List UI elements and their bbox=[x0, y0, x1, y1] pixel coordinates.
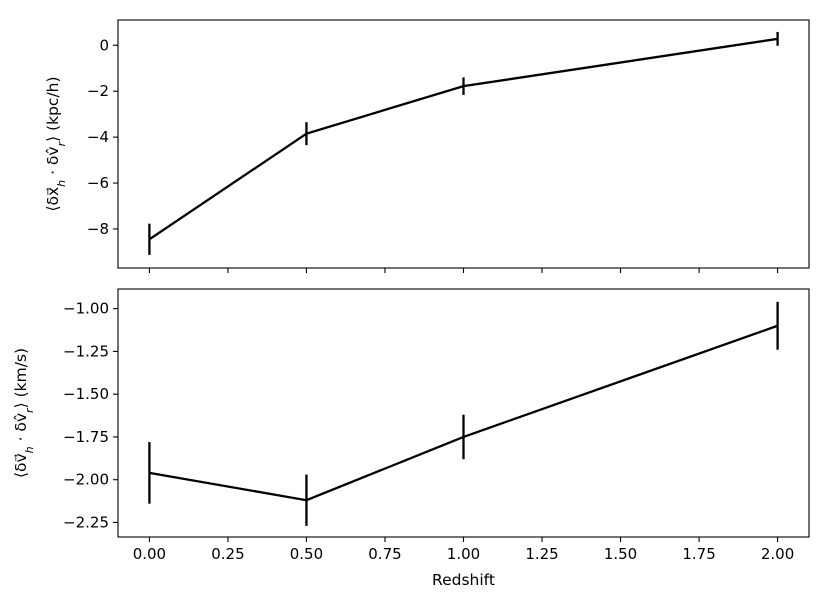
y-tick-label: −6 bbox=[87, 174, 109, 192]
series-line bbox=[148, 37, 778, 241]
y-tick-label: −1.25 bbox=[63, 342, 109, 360]
y-tick-label: −2 bbox=[87, 82, 109, 100]
panel-bottom: −1.00 −1.25 −1.50 −1.75 −2.00 −2.25 0.00 0.25 0.… bbox=[12, 288, 810, 589]
axes-frame bbox=[117, 19, 810, 269]
y-axis-label-part: ⟩ (km/s) bbox=[12, 348, 30, 408]
axes-frame bbox=[117, 288, 810, 538]
y-axis-label-part: h bbox=[55, 180, 68, 187]
x-tick-label: 0.75 bbox=[368, 545, 401, 563]
y-tick-label: 0 bbox=[99, 36, 109, 54]
y-axis-label-part: · δv̂ bbox=[12, 413, 30, 446]
y-tick-label: −1.50 bbox=[63, 385, 109, 403]
y-axis-label-part: ⟨δx⃗ bbox=[44, 187, 62, 212]
y-axis-label-part: r bbox=[55, 140, 68, 146]
y-axis-label-part: ⟩ (kpc/h) bbox=[44, 76, 62, 141]
y-tick-label: −1.75 bbox=[63, 428, 109, 446]
y-tick-label: −2.00 bbox=[63, 471, 109, 489]
x-tick-label: 0.25 bbox=[211, 545, 244, 563]
x-tick-label: 1.50 bbox=[604, 545, 637, 563]
y-axis-label-part: h bbox=[23, 446, 36, 453]
y-tick-label: −4 bbox=[87, 128, 109, 146]
y-axis-label: ⟨δv⃗h · δv̂r⟩ (km/s) bbox=[12, 348, 36, 478]
x-tick-label: 1.00 bbox=[447, 545, 480, 563]
y-axis-label-part: · δv̂ bbox=[44, 146, 62, 179]
y-tick-label: −1.00 bbox=[63, 300, 109, 318]
panel-top: 0 −2 −4 −6 −8 ⟨δx⃗h · δv̂r⟩ (kpc/h) bbox=[44, 19, 810, 273]
x-tick-label: 0.50 bbox=[290, 545, 323, 563]
series-line bbox=[149, 324, 778, 502]
x-tick-label: 1.75 bbox=[682, 545, 715, 563]
x-tick-label: 1.25 bbox=[525, 545, 558, 563]
x-tick-label: 0.00 bbox=[133, 545, 166, 563]
y-tick-label: −2.25 bbox=[63, 513, 109, 531]
x-tick-label: 2.00 bbox=[761, 545, 794, 563]
y-tick-label: −8 bbox=[87, 220, 109, 238]
y-axis-label: ⟨δx⃗h · δv̂r⟩ (kpc/h) bbox=[44, 76, 68, 211]
y-axis-label-part: ⟨δv⃗ bbox=[12, 453, 30, 478]
y-axis-label-part: r bbox=[23, 407, 36, 413]
x-axis-label: Redshift bbox=[432, 571, 495, 589]
